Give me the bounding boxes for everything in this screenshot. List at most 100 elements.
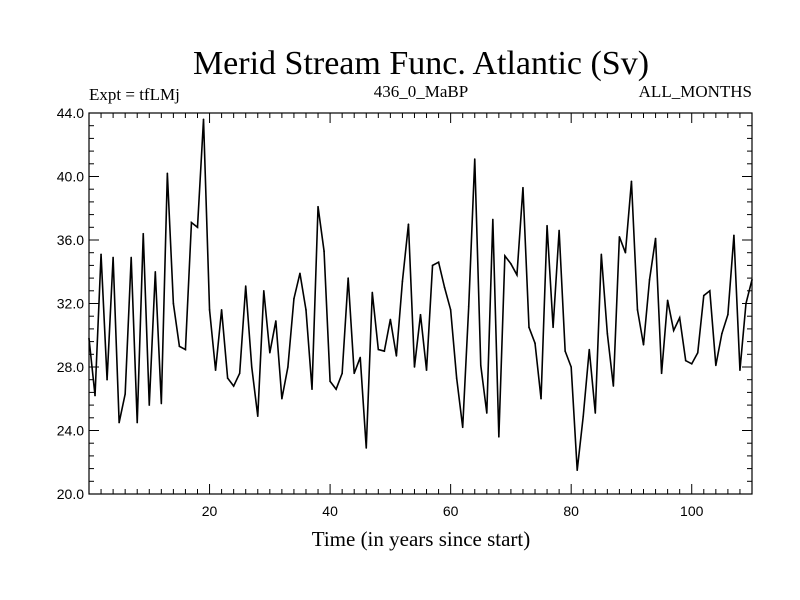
x-tick-label: 100 — [680, 503, 704, 519]
data-point — [558, 229, 560, 232]
x-tick-label: 40 — [322, 503, 338, 519]
data-point — [540, 397, 542, 400]
x-tick-label: 60 — [443, 503, 459, 519]
data-point — [287, 366, 289, 368]
data-point — [130, 256, 132, 259]
data-point — [678, 316, 681, 319]
data-point — [522, 186, 524, 189]
data-point — [190, 221, 193, 224]
data-point — [727, 313, 729, 316]
data-point — [552, 326, 554, 329]
data-point — [142, 232, 145, 235]
data-point — [624, 251, 627, 254]
data-point — [317, 205, 319, 208]
data-point — [262, 290, 265, 292]
data-point — [347, 277, 349, 279]
data-point — [275, 320, 277, 322]
data-point — [696, 351, 699, 354]
data-point — [305, 309, 307, 311]
data-point — [431, 264, 434, 267]
y-tick-label: 44.0 — [57, 105, 84, 121]
data-point — [178, 345, 181, 348]
chart-title: Merid Stream Func. Atlantic (Sv) — [193, 45, 649, 82]
data-point — [383, 350, 386, 352]
data-point — [160, 402, 163, 405]
data-point — [449, 309, 452, 311]
data-point — [612, 385, 615, 387]
data-point — [690, 363, 693, 365]
data-point — [244, 285, 247, 287]
data-point — [106, 378, 108, 381]
data-point — [715, 364, 717, 367]
data-point — [504, 255, 506, 257]
data-point — [594, 412, 597, 414]
data-point — [220, 309, 223, 311]
data-point — [588, 348, 591, 351]
data-point — [401, 280, 404, 283]
data-point — [709, 290, 711, 292]
data-point — [166, 172, 169, 175]
data-point — [353, 372, 356, 375]
data-point — [118, 421, 120, 424]
data-point — [136, 421, 139, 424]
data-point — [299, 272, 301, 275]
data-point — [377, 348, 380, 351]
data-point — [630, 180, 633, 183]
data-point — [413, 366, 416, 368]
data-point — [492, 218, 494, 221]
data-point — [341, 372, 343, 375]
data-point — [359, 356, 362, 359]
y-tick-label: 24.0 — [57, 423, 84, 439]
data-point — [335, 388, 337, 391]
data-point — [425, 369, 428, 371]
data-point — [389, 318, 392, 321]
data-point — [570, 366, 572, 368]
data-point — [293, 297, 295, 300]
y-tick-label: 40.0 — [57, 169, 84, 185]
data-point — [148, 404, 151, 406]
data-point — [582, 415, 585, 418]
data-point — [214, 369, 217, 371]
data-point — [564, 350, 566, 352]
data-point — [419, 313, 422, 316]
data-point — [684, 359, 687, 362]
data-point — [606, 332, 609, 335]
data-point — [600, 253, 603, 256]
data-point — [666, 299, 669, 302]
data-point — [516, 274, 518, 276]
data-point — [745, 302, 747, 305]
data-point — [733, 234, 735, 237]
experiment-label: Expt = tfLMj — [89, 85, 180, 104]
run-label: 436_0_MaBP — [374, 82, 468, 101]
data-point — [365, 447, 368, 449]
data-point — [642, 343, 645, 346]
data-point — [455, 377, 458, 379]
data-point — [226, 377, 229, 379]
data-point — [479, 364, 482, 367]
y-tick-label: 32.0 — [57, 296, 84, 312]
data-point — [395, 355, 398, 357]
x-tick-label: 80 — [563, 503, 579, 519]
data-point — [250, 366, 253, 368]
data-point — [672, 329, 675, 332]
data-point — [528, 326, 530, 329]
data-point — [323, 250, 325, 252]
data-point — [473, 158, 476, 160]
data-point — [329, 380, 331, 383]
data-point — [94, 394, 96, 397]
plot-frame — [88, 112, 753, 495]
data-point — [648, 278, 651, 281]
data-point — [739, 369, 741, 371]
x-axis-label: Time (in years since start) — [312, 527, 531, 551]
plot-area: 20 40 60 80 100 20.0 24.0 28.0 32.0 36.0 40.0 44.0 — [57, 105, 753, 519]
y-tick-label: 28.0 — [57, 359, 84, 375]
data-point — [461, 426, 464, 429]
data-point — [443, 286, 446, 289]
data-point — [498, 436, 500, 438]
data-point — [202, 118, 205, 121]
data-point — [172, 302, 175, 305]
data-point — [184, 348, 187, 351]
data-point — [534, 342, 536, 344]
data-point — [281, 397, 283, 400]
